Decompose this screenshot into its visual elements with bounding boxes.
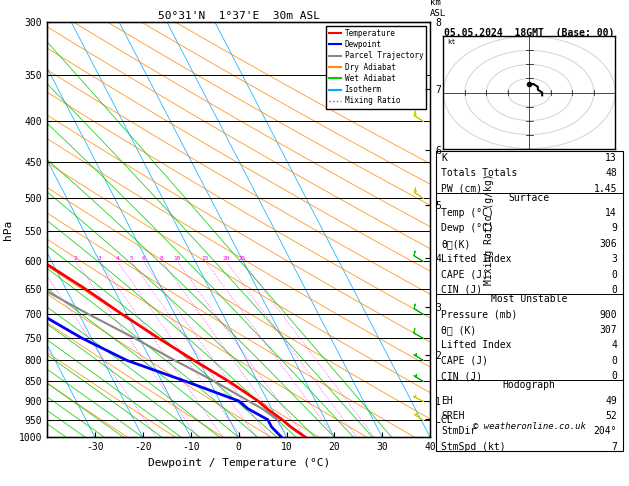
Text: 204°: 204° bbox=[594, 426, 617, 436]
Text: 0: 0 bbox=[611, 371, 617, 381]
Text: 20: 20 bbox=[222, 256, 230, 261]
Text: EH: EH bbox=[442, 396, 454, 406]
Text: Most Unstable: Most Unstable bbox=[491, 294, 567, 304]
Text: CIN (J): CIN (J) bbox=[442, 371, 482, 381]
Text: θᴇ(K): θᴇ(K) bbox=[442, 239, 471, 249]
Y-axis label: Mixing Ratio (g/kg): Mixing Ratio (g/kg) bbox=[484, 174, 494, 285]
Bar bbox=[436, 151, 623, 451]
Y-axis label: hPa: hPa bbox=[3, 220, 13, 240]
Text: Temp (°C): Temp (°C) bbox=[442, 208, 494, 218]
X-axis label: Dewpoint / Temperature (°C): Dewpoint / Temperature (°C) bbox=[148, 458, 330, 468]
Text: Hodograph: Hodograph bbox=[503, 381, 556, 390]
Text: 4: 4 bbox=[115, 256, 119, 261]
Text: 306: 306 bbox=[599, 239, 617, 249]
Text: 2: 2 bbox=[74, 256, 77, 261]
Text: PW (cm): PW (cm) bbox=[442, 184, 482, 193]
Text: 0: 0 bbox=[611, 356, 617, 365]
Text: km
ASL: km ASL bbox=[430, 0, 447, 17]
Text: 52: 52 bbox=[605, 411, 617, 421]
Text: 6: 6 bbox=[141, 256, 145, 261]
Text: 0: 0 bbox=[611, 285, 617, 295]
Text: 48: 48 bbox=[605, 168, 617, 178]
Text: 15: 15 bbox=[201, 256, 209, 261]
Text: 25: 25 bbox=[238, 256, 246, 261]
Text: 8: 8 bbox=[160, 256, 164, 261]
Text: 3: 3 bbox=[611, 254, 617, 264]
Text: 7: 7 bbox=[611, 442, 617, 452]
Text: 49: 49 bbox=[605, 396, 617, 406]
Text: 10: 10 bbox=[174, 256, 181, 261]
Text: 307: 307 bbox=[599, 325, 617, 335]
Text: Lifted Index: Lifted Index bbox=[442, 340, 512, 350]
Text: 5: 5 bbox=[130, 256, 133, 261]
Text: SREH: SREH bbox=[442, 411, 465, 421]
Text: 4: 4 bbox=[611, 340, 617, 350]
Text: Pressure (mb): Pressure (mb) bbox=[442, 310, 518, 320]
Text: StmDir: StmDir bbox=[442, 426, 477, 436]
Text: Dewp (°C): Dewp (°C) bbox=[442, 224, 494, 233]
Text: 05.05.2024  18GMT  (Base: 00): 05.05.2024 18GMT (Base: 00) bbox=[444, 28, 615, 38]
Text: 13: 13 bbox=[605, 153, 617, 163]
Text: © weatheronline.co.uk: © weatheronline.co.uk bbox=[473, 422, 586, 431]
Text: K: K bbox=[442, 153, 447, 163]
Text: 900: 900 bbox=[599, 310, 617, 320]
Text: Lifted Index: Lifted Index bbox=[442, 254, 512, 264]
Text: StmSpd (kt): StmSpd (kt) bbox=[442, 442, 506, 452]
Legend: Temperature, Dewpoint, Parcel Trajectory, Dry Adiabat, Wet Adiabat, Isotherm, Mi: Temperature, Dewpoint, Parcel Trajectory… bbox=[326, 26, 426, 108]
Text: 9: 9 bbox=[611, 224, 617, 233]
Text: 0: 0 bbox=[611, 270, 617, 279]
Text: Surface: Surface bbox=[509, 193, 550, 203]
Text: θᴇ (K): θᴇ (K) bbox=[442, 325, 477, 335]
Text: kt: kt bbox=[448, 39, 456, 45]
Text: CAPE (J): CAPE (J) bbox=[442, 356, 489, 365]
Text: CIN (J): CIN (J) bbox=[442, 285, 482, 295]
Text: Totals Totals: Totals Totals bbox=[442, 168, 518, 178]
Title: 50°31'N  1°37'E  30m ASL: 50°31'N 1°37'E 30m ASL bbox=[158, 11, 320, 21]
Text: CAPE (J): CAPE (J) bbox=[442, 270, 489, 279]
Text: 14: 14 bbox=[605, 208, 617, 218]
Text: 1.45: 1.45 bbox=[594, 184, 617, 193]
Text: 3: 3 bbox=[97, 256, 101, 261]
